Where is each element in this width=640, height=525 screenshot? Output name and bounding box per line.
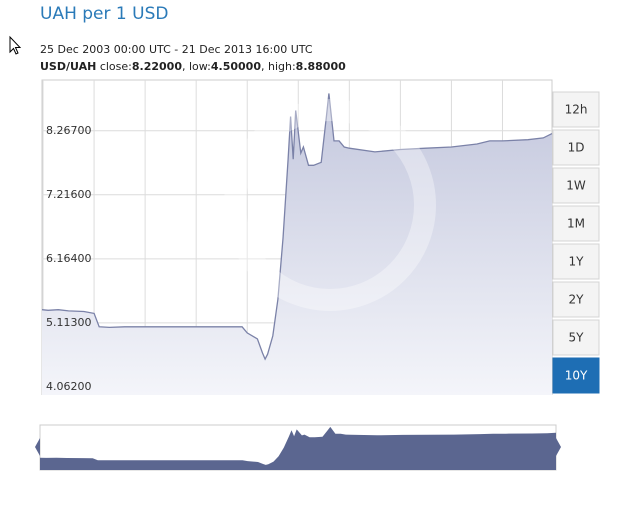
y-tick-label: 4.06200 [46,380,92,393]
title: UAH per 1 USD [40,4,168,24]
y-tick-label: 5.11300 [46,316,92,329]
y-tick-label: 8.26700 [46,124,92,137]
watermark [224,99,436,311]
range-button-label[interactable]: 2Y [569,293,585,307]
pair: USD/UAH [40,60,96,73]
range-button[interactable] [552,129,600,166]
range-button[interactable] [552,167,600,204]
range-button-label[interactable]: 12h [565,103,588,117]
stat-label: close: [96,60,132,73]
range-button[interactable] [552,243,600,280]
range-button-label[interactable]: 1Y [569,255,585,269]
stat-value: 8.88000 [296,60,346,73]
range-button[interactable] [552,357,600,394]
navigator-handle[interactable] [35,438,40,456]
cursor [9,35,22,55]
stat-label: , low: [182,60,211,73]
date-range: 25 Dec 2003 00:00 UTC - 21 Dec 2013 16:0… [40,43,313,56]
x-axis-band [40,395,554,415]
range-button[interactable] [552,91,600,128]
line [41,93,553,361]
range-button[interactable] [552,319,600,356]
stat-value: 4.50000 [211,60,261,73]
area [42,93,552,396]
summary: USD/UAH close:8.22000, low:4.50000, high… [40,60,346,73]
y-tick-label: 6.16400 [46,252,92,265]
range-button-label[interactable]: 1D [568,141,585,155]
range-button[interactable] [552,281,600,318]
navigator-area [40,426,556,470]
stat-label: , high: [261,60,296,73]
range-button-label[interactable]: 10Y [565,369,588,383]
range-button-label[interactable]: 1M [567,217,585,231]
range-button[interactable] [552,205,600,242]
stat-value: 8.22000 [132,60,182,73]
y-tick-label: 7.21600 [46,188,92,201]
range-button-label[interactable]: 5Y [569,331,585,345]
range-button-label[interactable]: 1W [566,179,586,193]
navigator-handle[interactable] [556,438,561,456]
